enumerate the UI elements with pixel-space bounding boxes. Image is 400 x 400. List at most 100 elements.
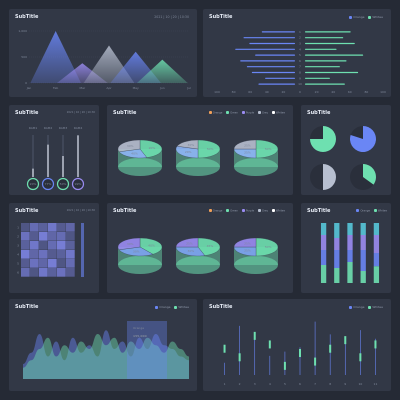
gauge-label: RAM4 — [74, 126, 83, 130]
tooltip-band — [127, 321, 167, 379]
heat-cell — [21, 250, 30, 259]
gauge-value: 99% — [75, 182, 82, 186]
y-tick-label: 9 — [299, 76, 301, 80]
x-tick-label: 6 — [299, 382, 301, 386]
stacked-bar — [360, 250, 366, 271]
pie3d-label: 40% — [131, 151, 138, 155]
stacked-bar — [334, 250, 340, 268]
pie3d-label: 45% — [207, 244, 214, 248]
panel-gauges: SubTitle 2021 | 10 | 20 | 10:30 RAM1 20% R… — [9, 105, 99, 195]
bar-right — [305, 42, 355, 45]
panel-peaks: SubTitle 2021 | 10 | 20 | 10:30 1,000 500… — [9, 9, 197, 97]
heat-cell — [66, 241, 75, 250]
pie3d-chart: 40% 30% 30% 45% 30% 25% 50% 25% 25% — [117, 237, 279, 274]
x-tick-label: Jun — [159, 86, 165, 90]
heat-cell — [66, 268, 75, 277]
heat-cell — [30, 268, 39, 277]
heat-cell — [30, 259, 39, 268]
y-tick-label: 1 — [299, 30, 301, 34]
candle-body — [359, 353, 362, 362]
y-tick-label: 7 — [299, 65, 301, 69]
bar-right — [305, 48, 337, 50]
pie-slice — [323, 164, 336, 190]
pie3d-label: 25% — [244, 249, 251, 253]
bar-left — [251, 71, 295, 74]
legend: Orange Whitee — [353, 209, 387, 213]
y-tick-label: 2 — [299, 36, 301, 40]
heat-cell — [39, 268, 48, 277]
pie-slice — [310, 126, 336, 152]
panel-waves: SubTitle Orange Whitee Orange 155,000 — [9, 299, 197, 391]
y-tick-label: 3 — [17, 244, 19, 248]
y-tick-label: 6 — [299, 59, 301, 63]
stacked-bar — [320, 235, 327, 250]
gauge-ring — [71, 177, 85, 191]
y-tick-label: 1,000 — [18, 29, 27, 33]
candle-body — [299, 349, 301, 357]
pie3d-label: 50% — [207, 147, 214, 151]
x-tick-label: 11 — [374, 382, 378, 386]
bar-left — [240, 60, 295, 62]
gauge-chart: RAM1 20% RAM2 77% RAM3 50% RAM4 99% — [26, 126, 85, 191]
panel-date: 2021 | 10 | 20 | 10:30 — [66, 111, 95, 114]
x-tick-label: 100 — [214, 90, 220, 94]
heat-cell — [66, 223, 75, 232]
y-tick-label: 8 — [299, 71, 301, 75]
gauge-label: RAM3 — [59, 126, 68, 130]
y-tick-label: 4 — [299, 47, 301, 51]
pie3d-slice — [117, 237, 141, 250]
pie3d-label: 30% — [127, 242, 134, 246]
candle-body — [268, 340, 271, 349]
x-tick-label: 20 — [281, 90, 285, 94]
pie3d-label: 30% — [188, 249, 195, 253]
x-tick-label: 1 — [224, 382, 226, 386]
gauge-value: 20% — [30, 182, 37, 186]
bar-left — [261, 31, 295, 33]
heat-cell — [21, 241, 30, 250]
heat-cell — [66, 259, 75, 268]
panel-pie3d-b: SubTitle Orange Green Purple Grey Whitee… — [107, 203, 293, 293]
y-tick-label: 5 — [17, 262, 19, 266]
pie3d-label: 40% — [148, 243, 155, 247]
wave-area — [23, 330, 189, 379]
legend-label: Whitee — [372, 15, 383, 19]
gauge-ring — [56, 177, 70, 191]
y-tick-label: 500 — [21, 55, 27, 59]
heat-cell — [21, 223, 30, 232]
bar-right — [305, 37, 344, 39]
pie3d-slice — [255, 139, 279, 159]
legend-label: Orange — [353, 15, 365, 19]
heat-cell — [39, 232, 48, 241]
bar-right — [305, 60, 347, 62]
gauge-value: 50% — [60, 182, 67, 186]
panel-date: 2021 | 10 | 20 | 10:30 — [66, 209, 95, 212]
gauge-ring — [26, 177, 40, 191]
pie3d-slice — [233, 139, 257, 150]
bar-left — [246, 66, 295, 68]
panel-date: 2021 | 10 | 20 | 10:30 — [154, 15, 189, 19]
heat-cell — [48, 259, 57, 268]
heat-cell — [30, 250, 39, 259]
y-tick-label: 10 — [298, 82, 302, 86]
stacked-bar — [320, 265, 327, 283]
y-tick-label: 2 — [17, 235, 19, 239]
bar-right — [305, 71, 359, 74]
bar-left — [235, 48, 295, 50]
legend: Orange Whitee — [152, 305, 189, 309]
stacked-bar — [347, 250, 353, 262]
x-tick-label: Apr — [106, 86, 112, 90]
pie3d-label: 25% — [186, 241, 193, 245]
peak-area — [30, 31, 81, 83]
panel-title: SubTitle — [113, 208, 137, 214]
pie3d-slice — [233, 237, 257, 248]
candle-body — [314, 357, 317, 366]
heat-cell — [39, 259, 48, 268]
panel-title: SubTitle — [15, 208, 39, 214]
heat-cell — [39, 223, 48, 232]
heat-cell — [39, 250, 48, 259]
stacked-bar — [373, 266, 380, 283]
tooltip-label: Orange — [133, 326, 144, 330]
bar-left — [258, 83, 295, 85]
bar-right — [305, 66, 340, 68]
